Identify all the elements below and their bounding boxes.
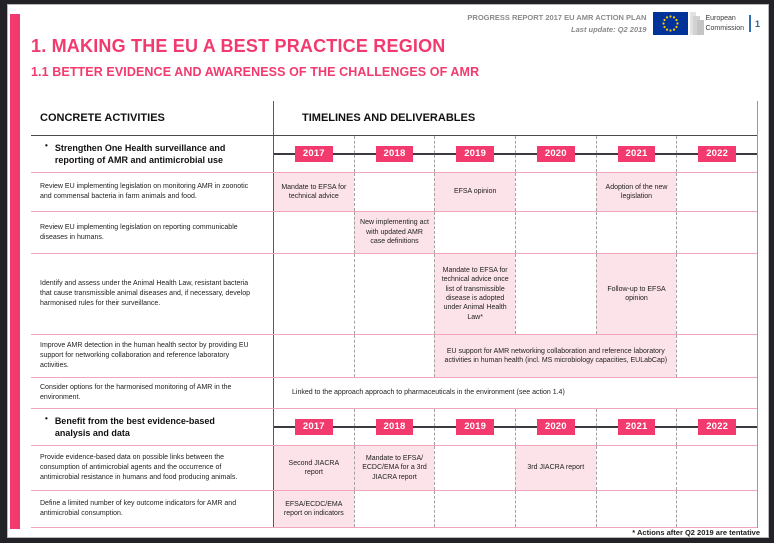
year-badge: 2021 — [617, 418, 656, 436]
table-row: Review EU implementing legislation on mo… — [31, 173, 757, 212]
deliverable-cell: EFSA opinion — [434, 173, 515, 211]
year-badge: 2022 — [698, 418, 737, 436]
section-heading: • Strengthen One Health surveillance and… — [45, 141, 226, 165]
year-badge: 2020 — [536, 145, 575, 163]
deliverable-cell: New implementing act with updated AMR ca… — [353, 212, 435, 253]
table-row: Review EU implementing legislation on re… — [31, 212, 757, 254]
last-update: Last update: Q2 2019 — [571, 24, 647, 34]
header-meta: PROGRESS REPORT 2017 EU AMR ACTION PLAN … — [467, 12, 646, 35]
table-row: Define a limited number of key outcome i… — [31, 491, 757, 528]
table-row: Consider options for the harmonised moni… — [31, 378, 757, 409]
commission-name: European Commission — [705, 15, 744, 32]
year-badge: 2019 — [456, 145, 495, 163]
table-row: Improve AMR detection in the human healt… — [31, 335, 757, 378]
deliverable-cell: EFSA/ECDC/EMA report on indicators — [273, 491, 354, 527]
year-badge: 2018 — [375, 145, 414, 163]
year-badge: 2018 — [375, 418, 414, 436]
page-title: 1. MAKING THE EU A BEST PRACTICE REGION — [31, 36, 446, 56]
report-page: PROGRESS REPORT 2017 EU AMR ACTION PLAN … — [7, 4, 769, 538]
activity-cell: Review EU implementing legislation on mo… — [40, 183, 249, 200]
eu-flag-icon — [653, 12, 705, 35]
activity-cell: Improve AMR detection in the human healt… — [40, 342, 249, 369]
report-title: PROGRESS REPORT 2017 EU AMR ACTION PLAN — [467, 12, 647, 22]
table-row: Provide evidence-based data on possible … — [31, 446, 757, 491]
commission-swoosh-icon — [690, 12, 705, 35]
footnote: * Actions after Q2 2019 are tentative — [632, 528, 760, 537]
activities-table: CONCRETE ACTIVITIES TIMELINES AND DELIVE… — [31, 101, 758, 528]
activity-cell: Review EU implementing legislation on re… — [40, 223, 238, 241]
deliverable-cell: 3rd JIACRA report — [514, 446, 596, 490]
activity-cell: Consider options for the harmonised moni… — [40, 384, 232, 401]
deliverable-cell: Follow-up to EFSA opinion — [595, 254, 677, 334]
section-row: • Strengthen One Health surveillance and… — [31, 136, 757, 173]
year-badge: 2022 — [698, 145, 737, 163]
logo-divider-bar — [748, 15, 751, 32]
deliverable-cell: Second JIACRA report — [273, 446, 354, 490]
year-badge: 2017 — [294, 145, 333, 163]
table-header-row: CONCRETE ACTIVITIES TIMELINES AND DELIVE… — [31, 101, 757, 136]
year-badge: 2019 — [456, 418, 495, 436]
activity-cell: Define a limited number of key outcome i… — [40, 500, 237, 517]
page-subtitle: 1.1 BETTER EVIDENCE AND AWARENESS OF THE… — [31, 65, 480, 79]
deliverable-cell: EU support for AMR networking collaborat… — [434, 335, 677, 377]
col-header-activities: CONCRETE ACTIVITIES — [40, 112, 165, 124]
table-row: Identify and assess under the Animal Hea… — [31, 254, 757, 335]
activity-cell: Identify and assess under the Animal Hea… — [40, 280, 250, 307]
left-accent-stripe — [10, 14, 20, 529]
deliverable-cell: Mandate to EFSA for technical advice onc… — [434, 254, 515, 334]
year-badge: 2017 — [294, 418, 333, 436]
section-heading: • Benefit from the best evidence-based a… — [45, 414, 215, 438]
col-header-timelines: TIMELINES AND DELIVERABLES — [273, 101, 757, 135]
page-number: 1 — [754, 18, 760, 29]
deliverable-cell: Mandate to EFSA/ ECDC/EMA for a 3rd JIAC… — [353, 446, 435, 490]
activity-cell: Provide evidence-based data on possible … — [40, 454, 238, 481]
deliverable-cell: Mandate to EFSA for technical advice — [273, 173, 354, 211]
note-cell: Linked to the approach approach to pharm… — [273, 378, 757, 408]
bullet-icon: • — [45, 141, 48, 150]
eu-commission-logo: European Commission 1 — [653, 11, 760, 36]
year-badge: 2021 — [617, 145, 656, 163]
deliverable-cell: Adoption of the new legislation — [595, 173, 677, 211]
bullet-icon: • — [45, 414, 48, 423]
report-header: PROGRESS REPORT 2017 EU AMR ACTION PLAN … — [467, 11, 760, 36]
section-row: • Benefit from the best evidence-based a… — [31, 409, 757, 446]
year-badge: 2020 — [536, 418, 575, 436]
